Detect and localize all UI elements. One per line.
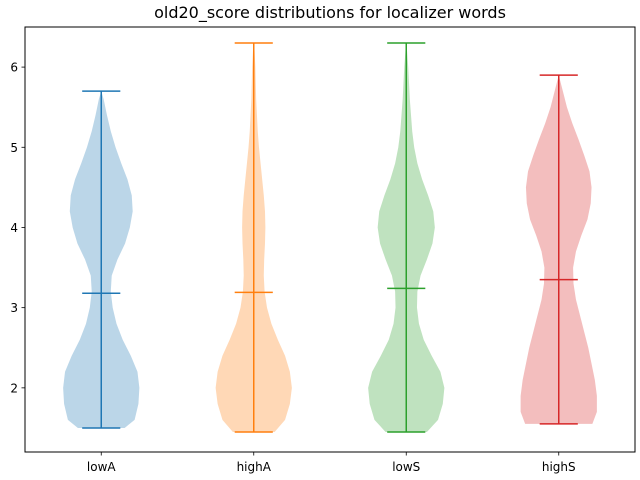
- x-tick-label: lowA: [87, 460, 116, 474]
- plot-frame: [24, 26, 636, 453]
- y-tick-label: 3: [10, 301, 18, 315]
- chart-title: old20_score distributions for localizer …: [154, 3, 506, 23]
- y-tick-label: 2: [10, 381, 18, 395]
- violin-layer: [63, 43, 597, 432]
- y-axis: 2 3 4 5 6: [10, 61, 25, 395]
- x-tick-label: lowS: [392, 460, 420, 474]
- y-tick-label: 5: [10, 141, 18, 155]
- y-tick-label: 6: [10, 61, 18, 75]
- y-tick-label: 4: [10, 221, 18, 235]
- stat-lines-layer: [82, 42, 578, 433]
- x-axis: lowA highA lowS highS: [87, 452, 576, 474]
- x-tick-label: highS: [542, 460, 576, 474]
- x-tick-label: highA: [237, 460, 272, 474]
